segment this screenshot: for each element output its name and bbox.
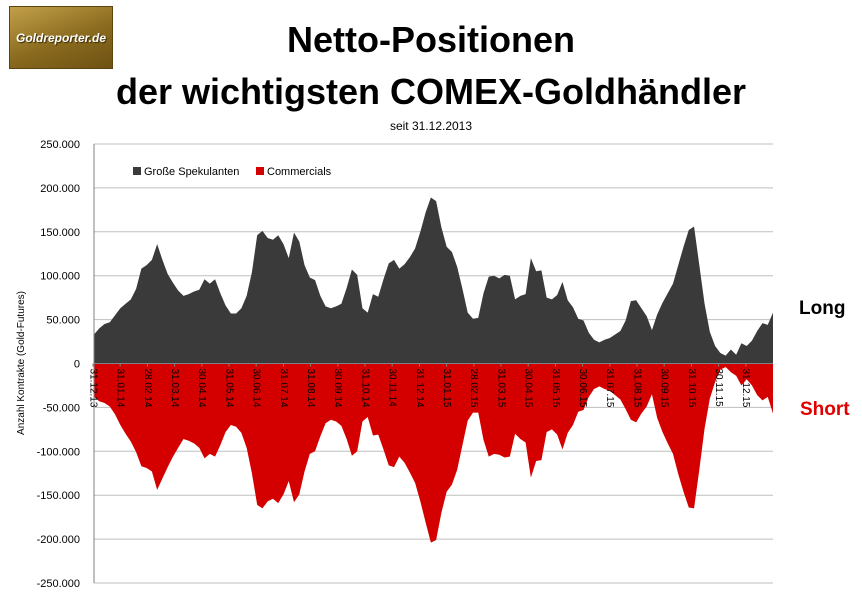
legend-swatch-commercials [256, 167, 264, 175]
y-tick-label: -100.000 [37, 446, 80, 458]
y-tick-label: 150.000 [40, 227, 80, 239]
x-tick-label: 30.11.15 [713, 369, 724, 408]
chart-subtitle: seit 31.12.2013 [389, 119, 473, 133]
x-tick-label: 31.12.15 [740, 369, 751, 408]
x-tick-label: 30.04.14 [196, 369, 207, 408]
x-tick-label: 30.04.15 [523, 369, 534, 408]
y-tick-label: -200.000 [37, 534, 80, 546]
legend-swatch-grosse-spekulanten [133, 167, 141, 175]
x-tick-label: 31.07.14 [278, 369, 289, 408]
axes [93, 144, 773, 583]
logo-text: Goldreporter.de [15, 30, 107, 45]
y-tick-label: -50.000 [43, 402, 80, 414]
x-tick-label: 31.05.14 [223, 369, 234, 408]
x-tick-label: 31.01.14 [115, 369, 126, 408]
x-tick-label: 31.03.15 [495, 369, 506, 408]
x-tick-label: 30.06.15 [577, 369, 588, 408]
x-tick-label: 28.02.15 [468, 369, 479, 408]
x-tick-label: 31.01.15 [441, 369, 452, 408]
x-tick-label: 31.07.15 [604, 369, 615, 408]
x-tick-label: 31.12.13 [87, 369, 98, 408]
area-series [94, 197, 773, 543]
legend: Große Spekulanten Commercials [133, 166, 332, 178]
y-tick-labels: 250.000 200.000 150.000 100.000 50.000 0 -50.0… [37, 139, 80, 590]
goldreporter-logo: Goldreporter.de [9, 6, 113, 69]
x-tick-label: 31.10.14 [359, 369, 370, 408]
y-tick-label: 200.000 [40, 183, 80, 195]
x-tick-label: 31.12.14 [414, 369, 425, 408]
y-tick-label: 0 [74, 359, 80, 371]
x-tick-label: 30.11.14 [387, 369, 398, 408]
long-label: Long [799, 298, 846, 319]
x-tick-label: 31.08.15 [631, 369, 642, 408]
y-tick-label: -250.000 [37, 578, 80, 590]
x-tick-label: 30.09.15 [659, 369, 670, 408]
x-tick-label: 31.08.14 [305, 369, 316, 408]
x-tick-labels: 31.12.13 31.01.14 28.02.14 31.03.14 30.04.14… [87, 363, 751, 408]
area-commercials [94, 363, 773, 543]
chart-title-line-2: der wichtigsten COMEX-Goldhändler [115, 71, 747, 112]
area-grosse-spekulanten [94, 197, 773, 364]
x-tick-label: 30.06.14 [251, 369, 262, 408]
y-axis-label: Anzahl Kontrakte (Gold-Futures) [16, 291, 27, 435]
legend-label-grosse-spekulanten: Große Spekulanten [144, 166, 239, 178]
y-tick-label: 250.000 [40, 139, 80, 151]
y-tick-label: 50.000 [46, 315, 80, 327]
x-tick-label: 30.09.14 [332, 369, 343, 408]
short-label: Short [800, 399, 850, 420]
y-tick-label: 100.000 [40, 271, 80, 283]
x-tick-label: 31.05.15 [550, 369, 561, 408]
x-tick-label: 28.02.14 [142, 369, 153, 408]
legend-label-commercials: Commercials [267, 166, 332, 178]
chart-title-line-1: Netto-Positionen [287, 19, 575, 60]
y-tick-label: -150.000 [37, 490, 80, 502]
x-tick-label: 31.10.15 [686, 369, 697, 408]
x-tick-label: 31.03.14 [169, 369, 180, 408]
